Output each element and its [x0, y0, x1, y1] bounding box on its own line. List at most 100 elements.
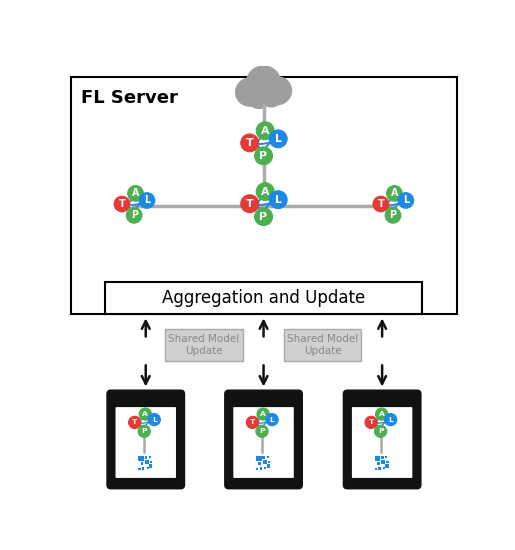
Bar — [381, 456, 384, 459]
Circle shape — [126, 207, 142, 223]
Bar — [264, 467, 266, 469]
Bar — [381, 460, 385, 464]
Text: T: T — [246, 199, 253, 208]
Text: P: P — [259, 428, 265, 434]
Bar — [263, 460, 267, 464]
Circle shape — [387, 185, 402, 201]
Text: T: T — [377, 199, 384, 209]
Text: P: P — [142, 428, 147, 434]
Text: L: L — [274, 195, 282, 205]
Text: P: P — [389, 210, 397, 221]
Bar — [105, 282, 422, 314]
FancyBboxPatch shape — [233, 407, 294, 478]
Circle shape — [385, 207, 401, 223]
FancyArrowPatch shape — [145, 421, 151, 428]
Text: T: T — [368, 420, 374, 425]
Circle shape — [365, 416, 377, 428]
FancyArrowPatch shape — [264, 201, 276, 214]
Bar — [256, 468, 259, 470]
FancyArrowPatch shape — [252, 204, 263, 214]
Bar — [256, 456, 262, 461]
Text: Shared Model
Update: Shared Model Update — [168, 334, 239, 355]
Text: A: A — [261, 186, 269, 196]
FancyArrowPatch shape — [138, 421, 152, 423]
FancyArrowPatch shape — [393, 201, 403, 213]
FancyArrowPatch shape — [374, 423, 380, 428]
Bar — [378, 468, 381, 470]
FancyBboxPatch shape — [352, 407, 413, 478]
FancyArrowPatch shape — [384, 196, 393, 204]
Text: T: T — [246, 138, 253, 148]
FancyArrowPatch shape — [125, 202, 145, 205]
Bar — [267, 456, 269, 458]
FancyArrowPatch shape — [134, 201, 144, 213]
FancyBboxPatch shape — [225, 390, 302, 489]
Circle shape — [138, 425, 150, 437]
Circle shape — [247, 85, 270, 108]
FancyArrowPatch shape — [374, 421, 388, 423]
Text: A: A — [379, 411, 385, 417]
Circle shape — [374, 425, 387, 437]
Text: T: T — [132, 420, 138, 425]
Circle shape — [256, 183, 274, 201]
Circle shape — [254, 147, 272, 164]
Circle shape — [257, 408, 269, 420]
Text: L: L — [144, 195, 150, 206]
Text: FL Server: FL Server — [81, 89, 178, 107]
FancyArrowPatch shape — [396, 196, 403, 200]
Text: T: T — [118, 199, 125, 209]
FancyBboxPatch shape — [107, 390, 184, 489]
Bar — [259, 463, 261, 465]
FancyArrowPatch shape — [255, 423, 261, 428]
Circle shape — [373, 196, 389, 212]
FancyArrowPatch shape — [252, 201, 276, 205]
Text: L: L — [152, 416, 157, 422]
Circle shape — [128, 185, 143, 201]
Circle shape — [254, 208, 272, 226]
Text: A: A — [261, 126, 269, 136]
FancyArrowPatch shape — [263, 421, 269, 428]
Bar — [139, 468, 141, 470]
Bar — [71, 77, 456, 314]
Bar — [145, 456, 147, 459]
Text: A: A — [132, 189, 139, 199]
Circle shape — [129, 416, 141, 428]
FancyArrowPatch shape — [383, 416, 388, 420]
Circle shape — [266, 414, 278, 426]
Bar — [145, 460, 149, 464]
Bar — [260, 468, 262, 470]
Circle shape — [241, 195, 259, 213]
FancyArrowPatch shape — [384, 205, 392, 213]
Text: P: P — [378, 428, 383, 434]
FancyArrowPatch shape — [138, 417, 144, 422]
Circle shape — [247, 400, 252, 405]
Circle shape — [398, 192, 414, 208]
Text: P: P — [260, 151, 268, 161]
Bar — [375, 456, 380, 461]
Text: Shared Model
Update: Shared Model Update — [287, 334, 358, 355]
Bar — [262, 456, 265, 459]
Text: A: A — [260, 411, 266, 417]
Bar — [375, 468, 377, 470]
Circle shape — [264, 77, 291, 104]
FancyArrowPatch shape — [381, 421, 388, 428]
FancyArrowPatch shape — [252, 140, 276, 144]
Bar — [139, 456, 144, 461]
FancyArrowPatch shape — [255, 417, 262, 422]
Text: P: P — [131, 210, 138, 221]
Circle shape — [385, 414, 397, 426]
FancyArrowPatch shape — [125, 196, 134, 204]
Bar — [377, 463, 380, 465]
FancyBboxPatch shape — [115, 407, 176, 478]
Text: L: L — [274, 134, 282, 144]
Text: L: L — [270, 416, 274, 422]
Text: Aggregation and Update: Aggregation and Update — [162, 289, 365, 307]
FancyArrowPatch shape — [147, 416, 151, 420]
Bar — [141, 463, 143, 465]
Bar — [147, 467, 148, 469]
Bar — [267, 465, 270, 468]
Circle shape — [139, 408, 151, 420]
FancyArrowPatch shape — [138, 423, 143, 428]
FancyArrowPatch shape — [252, 133, 264, 142]
FancyBboxPatch shape — [255, 400, 281, 405]
